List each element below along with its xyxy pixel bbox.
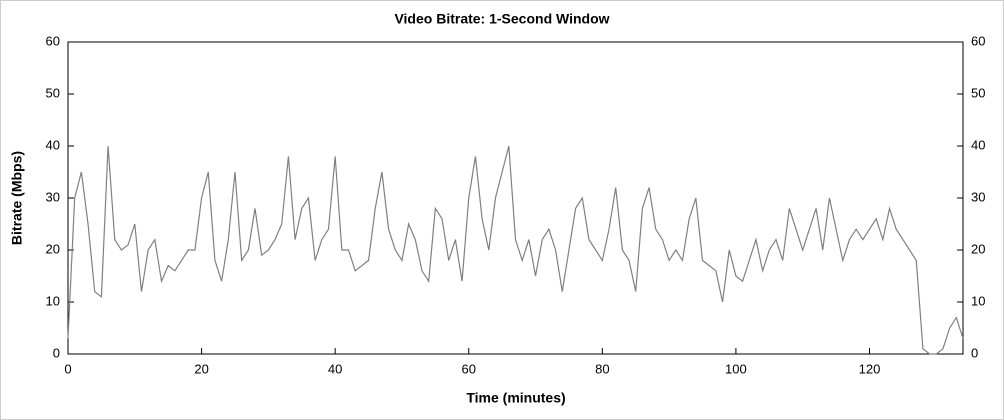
y-tick-label: 20	[46, 241, 60, 256]
x-tick-label: 40	[328, 361, 342, 376]
x-tick-label: 100	[725, 361, 747, 376]
x-tick-label: 20	[194, 361, 208, 376]
chart-title: Video Bitrate: 1-Second Window	[394, 11, 609, 27]
x-tick-label: 60	[462, 361, 476, 376]
y-tick-label: 30	[46, 189, 60, 204]
y2-tick-label: 0	[971, 345, 978, 360]
y2-tick-label: 40	[971, 137, 985, 152]
y2-tick-label: 30	[971, 189, 985, 204]
y-axis-label: Bitrate (Mbps)	[9, 151, 25, 245]
x-tick-label: 0	[64, 361, 71, 376]
x-axis-label: Time (minutes)	[466, 390, 565, 406]
y-tick-label: 50	[46, 85, 60, 100]
y2-tick-label: 20	[971, 241, 985, 256]
y2-tick-label: 10	[971, 293, 985, 308]
y-tick-label: 60	[46, 33, 60, 48]
y-tick-label: 40	[46, 137, 60, 152]
y-tick-label: 0	[53, 345, 60, 360]
y2-tick-label: 60	[971, 33, 985, 48]
y-tick-label: 10	[46, 293, 60, 308]
x-tick-label: 80	[595, 361, 609, 376]
y2-tick-label: 50	[971, 85, 985, 100]
x-tick-label: 120	[859, 361, 881, 376]
series-line	[67, 145, 964, 355]
